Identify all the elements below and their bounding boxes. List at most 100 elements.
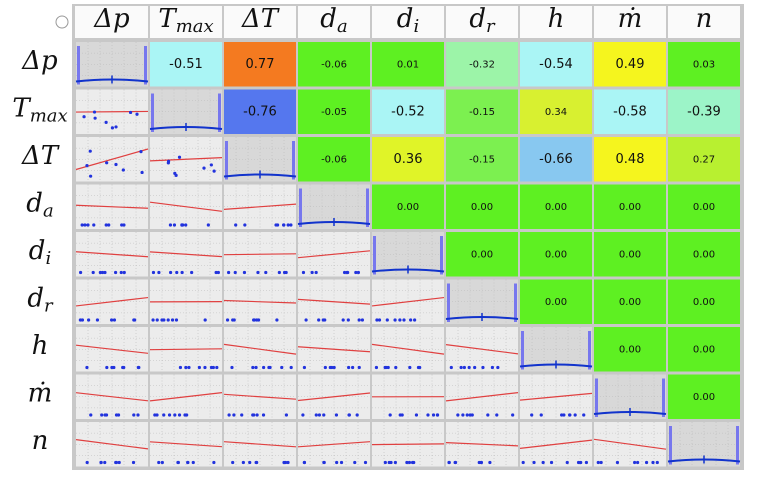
correlation-cell [298, 42, 370, 87]
scatter-dot [104, 223, 108, 227]
correlation-value: -0.06 [321, 59, 347, 70]
scatter-dot [286, 460, 290, 465]
scatter-dot [112, 318, 117, 322]
regression-line [445, 442, 519, 447]
scatter-dot [262, 365, 266, 370]
variable-label: ΔT [241, 4, 280, 34]
scatter-dot [170, 318, 175, 322]
hist-bar [77, 46, 80, 85]
label-base: T [158, 4, 177, 34]
variable-label: ṁ [28, 378, 53, 408]
correlation-value: -0.06 [321, 154, 347, 165]
regression-line [445, 392, 519, 402]
hist-bar [595, 378, 598, 417]
correlation-value: -0.76 [243, 104, 277, 119]
regression-line [519, 439, 593, 449]
scatter-dot [173, 413, 177, 417]
scatter-dot [317, 318, 321, 322]
scatter-dot [275, 223, 280, 227]
label-base: ṁ [618, 4, 643, 34]
variable-label: Tmax [158, 4, 213, 37]
label-subscript: r [486, 16, 496, 37]
scatter-dot [282, 223, 286, 227]
scatter-dot [103, 460, 107, 465]
scatter-dot [178, 365, 183, 370]
scatter-dot [175, 270, 179, 275]
scatter-dot [215, 365, 219, 370]
correlation-value: -0.66 [539, 152, 573, 167]
scatter-dot [360, 318, 364, 322]
scatter-dot [85, 164, 89, 168]
scatter-dot [651, 460, 655, 465]
scatter-dot [114, 125, 118, 129]
scatter-dot [393, 460, 397, 465]
scatter-dot [242, 270, 247, 275]
scatter-dot [400, 413, 404, 417]
scatter-dot [227, 270, 231, 275]
label-subscript: i [45, 248, 51, 269]
scatter-dot [314, 270, 318, 275]
scatter-dot [203, 318, 207, 322]
scatter-dot [169, 270, 173, 275]
label-subscript: max [30, 105, 68, 126]
regression-line [223, 203, 297, 210]
correlation-value: 0.01 [397, 59, 419, 70]
scatter-dot [103, 270, 107, 275]
regression-line [149, 201, 223, 212]
scatter-dot [255, 318, 259, 322]
correlation-value: 0.00 [693, 392, 715, 403]
scatter-dot [209, 163, 213, 167]
scatter-dot [615, 460, 620, 465]
scatter-dot [301, 270, 306, 275]
correlation-cell [520, 232, 592, 277]
scatter-dot [122, 365, 126, 370]
scatter-dot [214, 270, 218, 275]
scatter-dot [357, 365, 361, 370]
regression-line [223, 299, 297, 304]
correlation-value: 0.00 [545, 249, 567, 260]
regression-line [75, 110, 149, 113]
correlation-cell [224, 89, 296, 134]
variable-label: Δp [93, 4, 130, 34]
scatter-dot [155, 318, 159, 322]
scatter-dot [157, 460, 161, 465]
label-base: ΔT [241, 4, 280, 34]
label-base: d [26, 188, 43, 218]
correlation-value: 0.27 [693, 154, 715, 165]
scatter-dot [264, 270, 268, 275]
scatter-dot [490, 365, 494, 370]
scatter-dot [317, 413, 322, 417]
scatter-dot [162, 318, 166, 322]
scatter-dot [486, 413, 490, 417]
correlation-cell [668, 137, 740, 182]
scatter-dot [284, 413, 289, 417]
correlation-cell [520, 137, 592, 182]
scatter-dot [461, 413, 465, 417]
scatter-dot [255, 413, 259, 417]
scatter-dot [185, 413, 189, 417]
scatter-dot [91, 270, 95, 275]
hist-bar [662, 378, 665, 417]
scatter-dot [599, 460, 603, 465]
correlation-cell [520, 184, 592, 229]
scatter-dot [644, 460, 649, 465]
scatter-dot [565, 460, 569, 465]
hist-bar [366, 188, 369, 227]
scatter-dot [85, 460, 89, 465]
header-cell [446, 6, 518, 38]
scatter-dot [133, 318, 137, 322]
correlation-value: 0.00 [397, 202, 419, 213]
correlation-value: -0.32 [469, 59, 495, 70]
label-base: ΔT [21, 141, 60, 171]
scatter-dot [409, 318, 413, 322]
hist-bar [151, 93, 154, 132]
scatter-dot [137, 365, 141, 370]
scatter-dot [251, 413, 255, 417]
info-icon [55, 15, 69, 29]
scatter-dot [314, 413, 318, 417]
scatter-dot [330, 365, 334, 370]
correlation-value: 0.00 [619, 344, 641, 355]
correlation-cell [520, 279, 592, 324]
correlation-value: 0.00 [693, 344, 715, 355]
scatter-dot [284, 460, 288, 465]
